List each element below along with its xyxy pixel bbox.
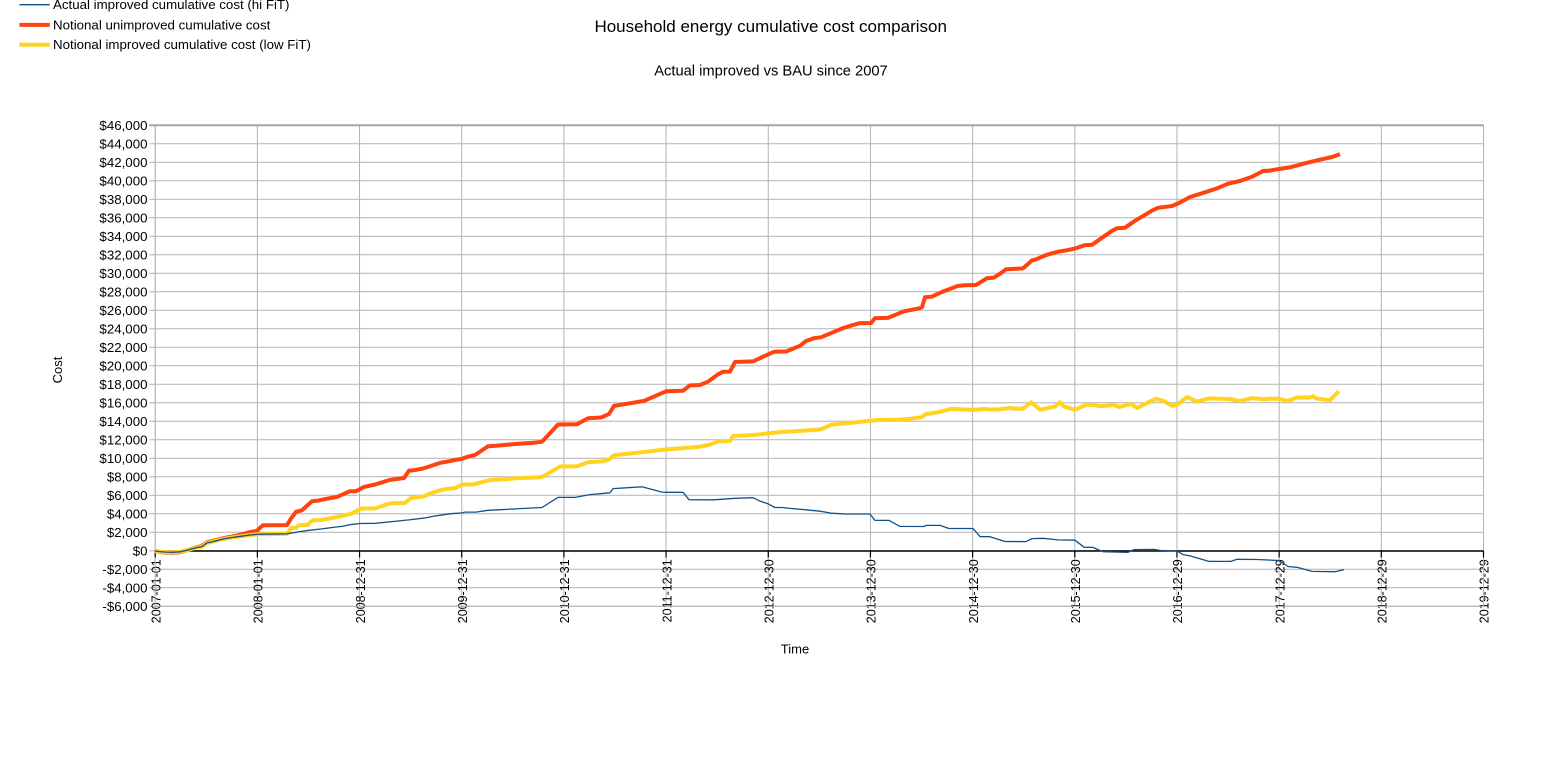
- svg-text:2011-12-31: 2011-12-31: [660, 559, 674, 622]
- svg-text:Notional improved cumulative c: Notional improved cumulative cost (low F…: [53, 37, 311, 52]
- svg-text:$18,000: $18,000: [99, 377, 147, 392]
- svg-text:2008-01-01: 2008-01-01: [252, 559, 266, 623]
- svg-text:2018-12-29: 2018-12-29: [1376, 559, 1390, 623]
- svg-text:Cost: Cost: [50, 356, 65, 383]
- svg-text:$34,000: $34,000: [99, 229, 147, 244]
- svg-text:$28,000: $28,000: [99, 284, 147, 299]
- svg-text:$32,000: $32,000: [99, 247, 147, 262]
- svg-text:2007-01-01: 2007-01-01: [149, 559, 163, 623]
- svg-text:2013-12-30: 2013-12-30: [865, 559, 879, 623]
- svg-text:$20,000: $20,000: [99, 358, 147, 373]
- svg-text:$46,000: $46,000: [99, 118, 147, 133]
- svg-text:-$6,000: -$6,000: [102, 599, 147, 614]
- svg-text:$38,000: $38,000: [99, 192, 147, 207]
- svg-text:2010-12-31: 2010-12-31: [558, 559, 572, 623]
- svg-text:2008-12-31: 2008-12-31: [354, 559, 368, 623]
- svg-text:2016-12-29: 2016-12-29: [1171, 559, 1185, 623]
- svg-text:$8,000: $8,000: [107, 469, 148, 484]
- svg-text:Actual improved cumulative cos: Actual improved cumulative cost (hi FiT): [53, 0, 289, 12]
- svg-text:$2,000: $2,000: [107, 525, 148, 540]
- svg-text:Actual improved vs BAU since 2: Actual improved vs BAU since 2007: [654, 63, 887, 79]
- svg-text:$16,000: $16,000: [99, 395, 147, 410]
- svg-text:$4,000: $4,000: [107, 506, 148, 521]
- svg-text:2014-12-30: 2014-12-30: [967, 559, 981, 623]
- svg-text:$44,000: $44,000: [99, 136, 147, 151]
- svg-text:2009-12-31: 2009-12-31: [456, 559, 470, 623]
- svg-text:$0: $0: [133, 543, 148, 558]
- svg-text:$42,000: $42,000: [99, 155, 147, 170]
- svg-text:Time: Time: [781, 642, 809, 657]
- svg-text:$24,000: $24,000: [99, 321, 147, 336]
- svg-text:2015-12-30: 2015-12-30: [1069, 559, 1083, 623]
- svg-text:$6,000: $6,000: [107, 488, 148, 503]
- svg-text:$36,000: $36,000: [99, 210, 147, 225]
- svg-text:Household energy cumulative co: Household energy cumulative cost compari…: [594, 17, 946, 36]
- svg-text:$12,000: $12,000: [99, 432, 147, 447]
- svg-text:2017-12-29: 2017-12-29: [1273, 559, 1287, 623]
- svg-text:$26,000: $26,000: [99, 303, 147, 318]
- svg-text:2019-12-29: 2019-12-29: [1478, 559, 1492, 623]
- svg-text:-$4,000: -$4,000: [102, 580, 147, 595]
- svg-text:$22,000: $22,000: [99, 340, 147, 355]
- svg-text:$40,000: $40,000: [99, 173, 147, 188]
- svg-text:Notional unimproved cumulative: Notional unimproved cumulative cost: [53, 17, 271, 32]
- svg-text:$10,000: $10,000: [99, 451, 147, 466]
- svg-text:$30,000: $30,000: [99, 266, 147, 281]
- svg-text:$14,000: $14,000: [99, 414, 147, 429]
- svg-text:2012-12-30: 2012-12-30: [762, 559, 776, 623]
- svg-text:-$2,000: -$2,000: [102, 562, 147, 577]
